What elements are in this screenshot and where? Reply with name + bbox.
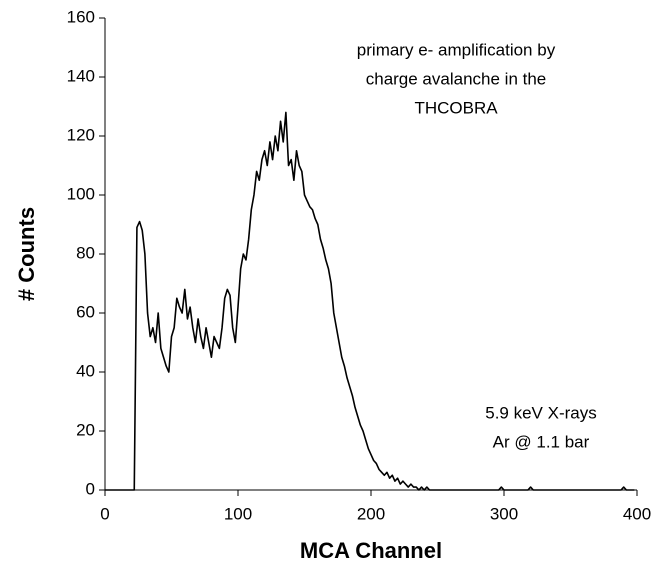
y-tick-label: 120 [67,125,95,144]
y-tick-label: 60 [76,302,95,321]
annotation: THCOBRA [414,98,498,117]
y-tick-label: 100 [67,184,95,203]
x-tick-label: 100 [224,504,252,523]
x-tick-label: 300 [490,504,518,523]
data-line [105,111,635,491]
annotation: 5.9 keV X-rays [485,403,597,422]
y-tick-label: 0 [86,479,95,498]
y-tick-label: 80 [76,243,95,262]
y-axis-title: # Counts [14,207,39,301]
annotation: Ar @ 1.1 bar [493,432,590,451]
y-tick-label: 140 [67,66,95,85]
annotation: charge avalanche in the [366,69,547,88]
y-tick-label: 40 [76,361,95,380]
y-tick-label: 160 [67,7,95,26]
x-axis-title: MCA Channel [300,538,442,563]
x-tick-label: 200 [357,504,385,523]
x-tick-label: 0 [100,504,109,523]
annotation: primary e- amplification by [357,40,556,59]
y-tick-label: 20 [76,420,95,439]
x-tick-label: 400 [623,504,651,523]
